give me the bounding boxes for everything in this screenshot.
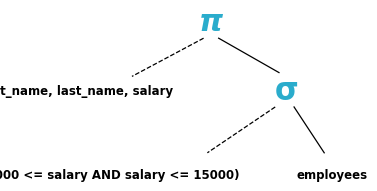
Text: first_name, last_name, salary: first_name, last_name, salary: [0, 85, 173, 98]
Text: π: π: [199, 8, 223, 37]
Text: NOT (10000 <= salary AND salary <= 15000): NOT (10000 <= salary AND salary <= 15000…: [0, 169, 240, 182]
Text: σ: σ: [275, 77, 298, 106]
Text: employees: employees: [296, 169, 367, 182]
